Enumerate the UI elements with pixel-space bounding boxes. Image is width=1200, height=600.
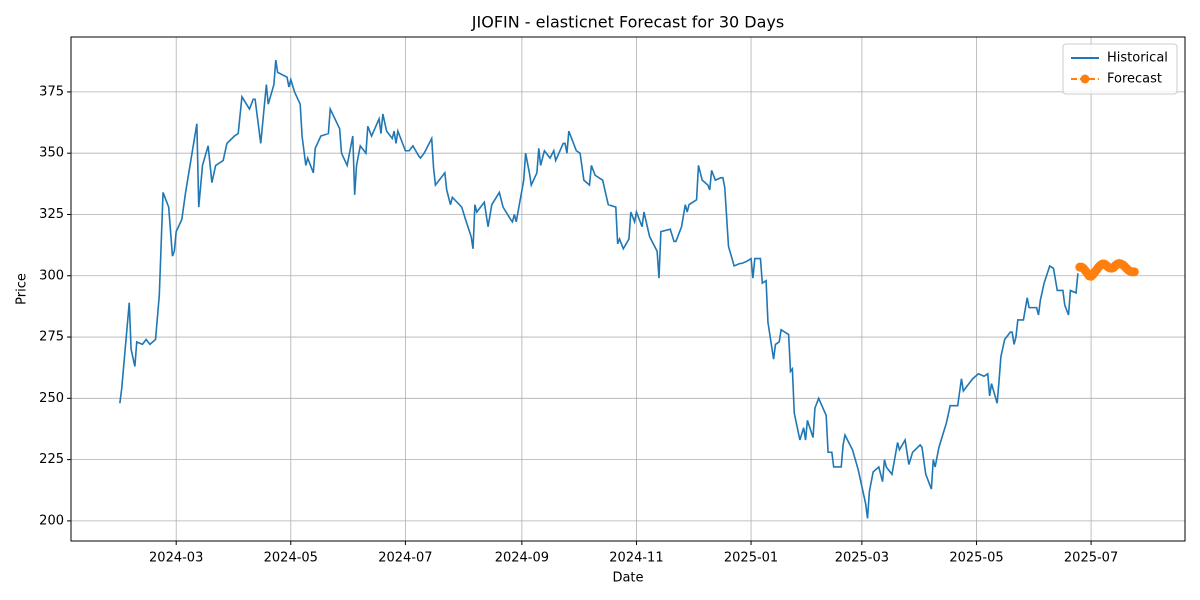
y-tick-label: 350 — [39, 146, 64, 161]
x-tick-label: 2024-09 — [495, 551, 549, 566]
x-tick-label: 2025-07 — [1064, 551, 1118, 566]
legend-label: Forecast — [1107, 72, 1162, 87]
x-tick-label: 2024-11 — [609, 551, 663, 566]
x-tick-label: 2024-07 — [378, 551, 432, 566]
y-tick-label: 275 — [39, 330, 64, 345]
y-tick-label: 250 — [39, 391, 64, 406]
y-axis-label: Price — [15, 273, 30, 305]
series-line — [119, 59, 1079, 519]
legend-label: Historical — [1107, 51, 1168, 66]
x-tick-label: 2024-03 — [149, 551, 203, 566]
x-tick-label: 2024-05 — [264, 551, 318, 566]
forecast-point — [1129, 267, 1139, 277]
y-tick-label: 300 — [39, 268, 64, 283]
y-tick-label: 225 — [39, 452, 64, 467]
legend-box — [1062, 43, 1178, 95]
x-tick-label: 2025-05 — [949, 551, 1003, 566]
plot-frame — [70, 36, 1186, 542]
chart-title: JIOFIN - elasticnet Forecast for 30 Days — [471, 13, 784, 32]
y-tick-label: 200 — [39, 513, 64, 528]
legend-marker — [1080, 74, 1090, 84]
x-tick-label: 2025-01 — [724, 551, 778, 566]
x-tick-label: 2025-03 — [835, 551, 889, 566]
x-axis-label: Date — [612, 571, 643, 586]
y-tick-label: 325 — [39, 207, 64, 222]
y-tick-label: 375 — [39, 84, 64, 99]
